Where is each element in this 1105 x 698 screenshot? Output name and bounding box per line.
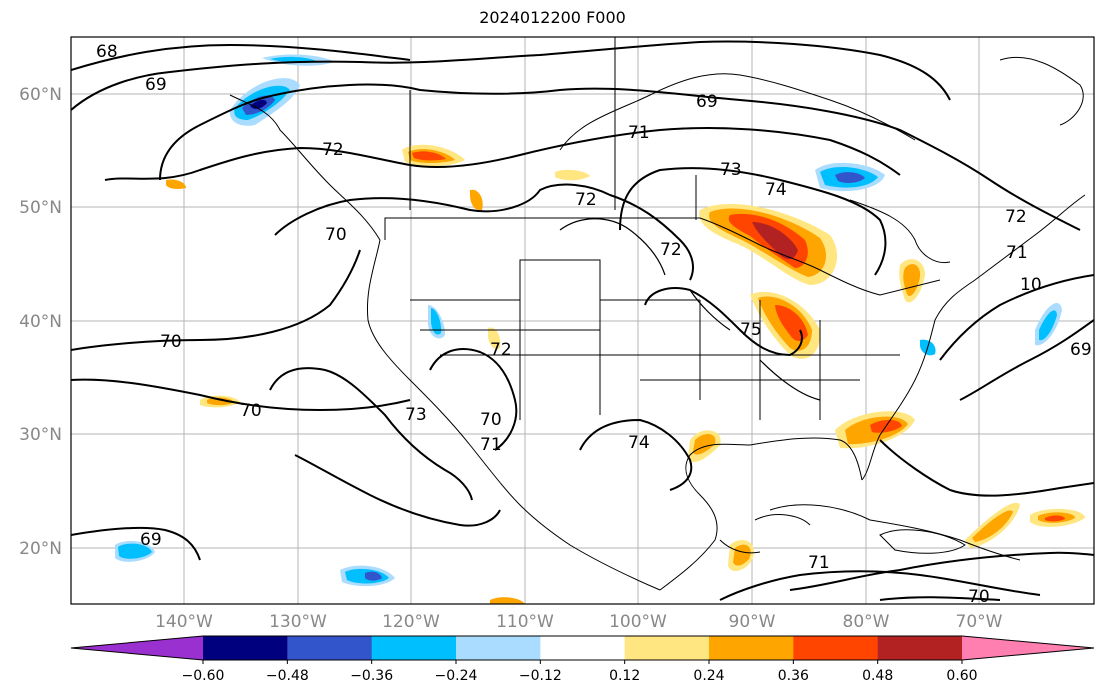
- contour-label: 70: [968, 587, 990, 607]
- colorbar-segment: [624, 636, 710, 660]
- colorbar-tick-label: 0.12: [609, 668, 640, 684]
- colorbar-segment: [709, 636, 794, 660]
- contour-label: 73: [720, 160, 742, 180]
- contour-label: 72: [575, 190, 597, 210]
- lon-label: 110°W: [496, 612, 554, 632]
- thin-contours: [559, 218, 821, 401]
- contour-label: 68: [96, 42, 118, 62]
- contour-label: 69: [696, 92, 718, 112]
- colorbar-segment: [540, 636, 626, 660]
- contour-lines: [71, 40, 1094, 601]
- colorbar-tick-label: −0.24: [435, 668, 478, 684]
- map-title: 2024012200 F000: [479, 8, 626, 27]
- lon-label: 100°W: [609, 612, 667, 632]
- colorbar: −0.60 −0.48 −0.36 −0.24 −0.12 0.12 0.24 0.36 0.4…: [70, 635, 1095, 684]
- colorbar-tick-label: 0.24: [693, 668, 724, 684]
- colorbar-tick-label: −0.36: [350, 668, 393, 684]
- contour-label: 71: [808, 553, 830, 573]
- lon-label: 80°W: [843, 612, 890, 632]
- longitude-labels: 140°W 130°W 120°W 110°W 100°W 90°W 80°W …: [155, 612, 1003, 632]
- contour-label: 69: [140, 530, 162, 550]
- colorbar-tick-label: 0.48: [862, 668, 893, 684]
- colorbar-extend-low: [71, 636, 203, 660]
- contour-label: 71: [480, 435, 502, 455]
- colorbar-tick-label: 0.60: [946, 668, 977, 684]
- lon-label: 70°W: [956, 612, 1003, 632]
- colorbar-segment: [287, 636, 373, 660]
- colorbar-segment: [203, 636, 288, 660]
- coastlines: [229, 37, 1086, 591]
- contour-label: 72: [660, 240, 682, 260]
- contour-label: 70: [480, 410, 502, 430]
- lon-label: 130°W: [269, 612, 327, 632]
- contour-label: 72: [1005, 207, 1027, 227]
- colorbar-tick-label: 0.36: [778, 668, 809, 684]
- colorbar-segment: [793, 636, 879, 660]
- contour-label: 71: [1006, 243, 1028, 263]
- contour-label: 70: [240, 401, 262, 421]
- contour-label: 10: [1020, 275, 1042, 295]
- lat-label: 50°N: [19, 198, 62, 218]
- latitude-labels: 60°N 50°N 40°N 30°N 20°N: [19, 85, 62, 559]
- contour-label: 75: [740, 320, 762, 340]
- contour-label-group: 68 69 72 70 71 69 73 74 72 70 72 75 71 7…: [96, 42, 1092, 607]
- lon-label: 90°W: [729, 612, 776, 632]
- map-frame: [70, 36, 1095, 605]
- contour-label: 69: [1070, 340, 1092, 360]
- lat-label: 40°N: [19, 312, 62, 332]
- lon-label: 120°W: [382, 612, 440, 632]
- lat-label: 30°N: [19, 425, 62, 445]
- contour-label: 73: [405, 405, 427, 425]
- contour-label: 70: [325, 225, 347, 245]
- lat-label: 20°N: [19, 539, 62, 559]
- colorbar-segment: [877, 636, 963, 660]
- colorbar-segment: [371, 636, 457, 660]
- colorbar-segment: [456, 636, 541, 660]
- graticule: [71, 37, 1094, 604]
- lat-label: 60°N: [19, 85, 62, 105]
- colorbar-extend-high: [962, 636, 1094, 660]
- contour-label: 74: [765, 180, 787, 200]
- contour-label: 70: [160, 332, 182, 352]
- lon-label: 140°W: [155, 612, 213, 632]
- contour-label: 71: [628, 123, 650, 143]
- contour-label: 69: [145, 75, 167, 95]
- contour-label: 72: [322, 140, 344, 160]
- contour-label: 74: [628, 433, 650, 453]
- shaded-anomalies: [115, 54, 1085, 604]
- colorbar-tick-label: −0.48: [266, 668, 309, 684]
- colorbar-tick-label: −0.12: [519, 668, 562, 684]
- contour-label: 72: [490, 340, 512, 360]
- colorbar-tick-label: −0.60: [182, 668, 225, 684]
